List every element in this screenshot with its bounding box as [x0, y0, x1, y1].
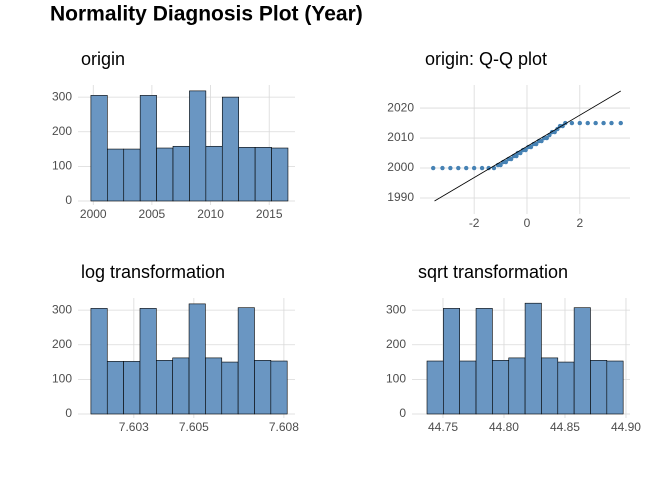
bar	[107, 148, 125, 202]
point	[609, 120, 614, 126]
main-title: Normality Diagnosis Plot (Year)	[50, 3, 363, 26]
x-tick-label: 44.75	[428, 420, 458, 434]
y-tick-label: 0	[65, 406, 72, 420]
y-tick-label: 100	[52, 159, 72, 173]
x-tick-label: 2000	[80, 207, 107, 221]
bar	[508, 357, 526, 415]
bar	[590, 360, 608, 415]
y-tick-label: 2020	[387, 100, 414, 114]
bar	[172, 357, 190, 415]
point	[486, 165, 491, 171]
bar	[123, 361, 141, 415]
point	[431, 165, 436, 171]
y-tick-label: 2000	[387, 160, 414, 174]
point	[569, 120, 575, 126]
y-tick-label: 100	[386, 372, 406, 386]
point	[528, 144, 534, 150]
y-tick-label: 300	[386, 302, 406, 316]
point	[471, 165, 477, 171]
y-tick-label: 300	[52, 302, 72, 316]
point	[601, 120, 606, 126]
bar	[524, 302, 542, 415]
y-tick-label: 1990	[387, 190, 414, 204]
bar	[541, 357, 559, 415]
bar	[459, 360, 477, 415]
y-tick-label: 200	[52, 124, 72, 138]
bar	[475, 308, 493, 415]
bar	[188, 303, 206, 415]
bar	[492, 360, 510, 415]
bar	[139, 95, 157, 202]
x-tick-label: 44.90	[611, 420, 641, 434]
panel-title: origin: Q-Q plot	[425, 49, 547, 69]
x-tick-label: -2	[469, 216, 480, 230]
y-tick-label: 100	[52, 372, 72, 386]
x-tick-label: 44.80	[489, 420, 519, 434]
point	[448, 165, 453, 171]
bar	[221, 361, 239, 415]
point	[539, 138, 544, 144]
y-tick-label: 0	[65, 193, 72, 207]
point	[503, 159, 509, 165]
bar	[172, 145, 190, 202]
bar	[139, 308, 157, 415]
x-tick-label: 7.603	[119, 420, 149, 434]
point	[593, 120, 598, 126]
bar	[205, 145, 223, 202]
bar	[221, 96, 239, 202]
x-tick-label: 44.85	[550, 420, 580, 434]
point	[523, 147, 528, 153]
bar	[271, 147, 289, 202]
point	[618, 120, 623, 126]
point	[585, 120, 590, 126]
qq-line	[434, 90, 621, 202]
x-tick-label: 7.605	[179, 420, 209, 434]
x-tick-label: 2015	[256, 207, 283, 221]
point	[518, 150, 523, 156]
bar	[90, 95, 108, 202]
y-tick-label: 200	[386, 337, 406, 351]
bar	[270, 360, 288, 415]
bar	[254, 360, 272, 415]
bar	[90, 308, 108, 415]
bar	[238, 147, 256, 202]
panel-title: log transformation	[81, 262, 225, 282]
point	[508, 156, 514, 162]
y-tick-label: 2010	[387, 130, 414, 144]
point	[534, 141, 539, 147]
point	[544, 135, 549, 141]
bar	[189, 90, 207, 202]
bar	[123, 148, 141, 202]
point	[440, 165, 445, 171]
y-tick-label: 300	[52, 89, 72, 103]
bar	[426, 360, 444, 415]
bar	[573, 307, 591, 415]
bar	[156, 147, 174, 202]
bar	[254, 147, 272, 202]
bar	[106, 361, 124, 415]
x-tick-label: 2010	[197, 207, 224, 221]
point	[479, 165, 485, 171]
point	[577, 120, 583, 126]
bar	[606, 360, 624, 415]
x-tick-label: 2	[576, 216, 583, 230]
bar	[205, 357, 223, 415]
bar	[156, 360, 173, 415]
bar	[557, 361, 575, 415]
x-tick-label: 0	[524, 216, 531, 230]
panel-title: sqrt transformation	[418, 262, 568, 282]
x-tick-label: 7.608	[269, 420, 299, 434]
point	[464, 165, 469, 171]
point	[456, 165, 461, 171]
y-tick-label: 200	[52, 337, 72, 351]
point	[498, 162, 503, 168]
bar	[443, 308, 460, 415]
panel-title: origin	[81, 49, 125, 69]
bar	[237, 307, 255, 415]
y-tick-label: 0	[399, 406, 406, 420]
x-tick-label: 2005	[139, 207, 166, 221]
